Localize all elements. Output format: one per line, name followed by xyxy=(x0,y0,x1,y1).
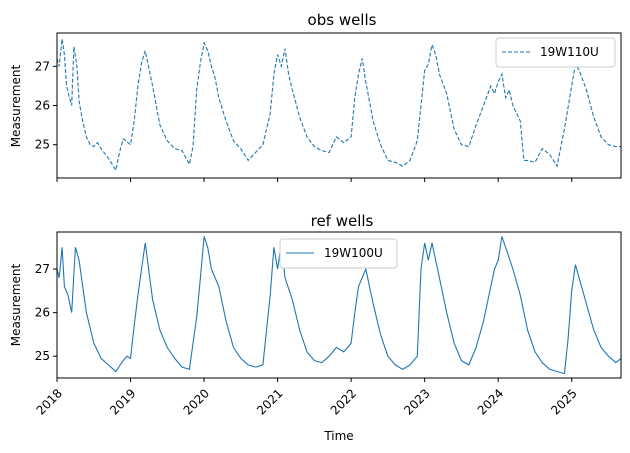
ref-wells-legend: 19W100U xyxy=(279,238,398,269)
legend-label-19W110U: 19W110U xyxy=(540,45,599,59)
obs-wells-legend-box xyxy=(495,37,616,68)
obs-wells-plot-frame xyxy=(56,32,622,179)
ref-wells-xlabel: Time xyxy=(323,429,353,443)
ytick-label-26: 26 xyxy=(35,99,50,113)
obs-wells-legend: 19W110U xyxy=(495,37,616,68)
obs-wells-panel: obs wells 25 26 27 Measurement 19W110U xyxy=(9,11,622,182)
legend-label-19W100U: 19W100U xyxy=(324,246,383,260)
ref-wells-title: ref wells xyxy=(311,212,374,230)
ytick-label-25: 25 xyxy=(35,349,50,363)
ytick-label-25: 25 xyxy=(35,138,50,152)
xtick-label-2018: 2018 xyxy=(34,386,65,417)
ref-wells-plot-frame xyxy=(56,231,622,379)
ref-wells-legend-box xyxy=(279,238,398,269)
obs-wells-title: obs wells xyxy=(308,11,377,29)
ytick-label-27: 27 xyxy=(35,262,50,276)
xtick-label-2019: 2019 xyxy=(107,386,138,417)
xtick-label-2022: 2022 xyxy=(328,386,359,417)
ref-wells-panel: ref wells 25 26 27 2018 2019 2020 2021 2022 202… xyxy=(9,212,622,443)
ytick-label-26: 26 xyxy=(35,306,50,320)
xtick-label-2025: 2025 xyxy=(548,386,579,417)
xtick-label-2023: 2023 xyxy=(401,386,432,417)
series-line-19W100U xyxy=(56,236,622,375)
xtick-label-2021: 2021 xyxy=(254,386,285,417)
obs-wells-ylabel: Measurement xyxy=(9,65,23,148)
ytick-label-27: 27 xyxy=(35,59,50,73)
series-line-19W110U xyxy=(56,38,621,172)
ref-wells-ylabel: Measurement xyxy=(9,264,23,347)
xtick-label-2024: 2024 xyxy=(475,386,506,417)
xtick-label-2020: 2020 xyxy=(181,386,212,417)
